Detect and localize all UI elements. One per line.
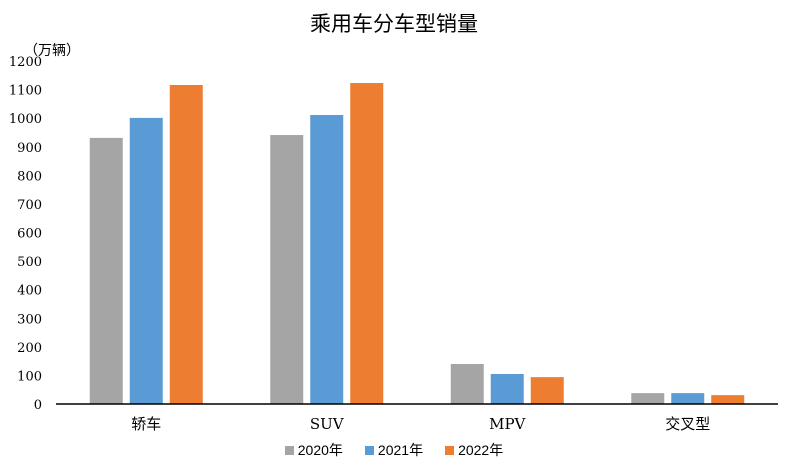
- legend-label: 2022年: [458, 442, 504, 458]
- bar-1-3: [450, 363, 484, 404]
- bar-3-4: [711, 395, 745, 404]
- x-tick-label: 交叉型: [665, 415, 710, 433]
- y-tick-label: 0: [34, 398, 42, 413]
- legend-label: 2021年: [377, 442, 424, 458]
- y-tick-label: 1200: [9, 55, 42, 70]
- y-tick-label: 700: [17, 198, 42, 213]
- x-tick-label: SUV: [310, 415, 345, 433]
- y-tick-label: 900: [17, 141, 42, 156]
- legend-item: 2021年: [364, 440, 424, 460]
- y-tick-label: 1100: [9, 84, 42, 99]
- bar-1-1: [89, 137, 123, 404]
- y-tick-label: 200: [17, 341, 42, 356]
- y-tick-label: 400: [17, 284, 42, 299]
- y-tick-label: 500: [17, 255, 42, 270]
- chart-title: 乘用车分车型销量: [310, 12, 478, 36]
- bar-2-4: [671, 393, 705, 404]
- legend-item: 2020年: [284, 440, 343, 460]
- bar-2-1: [129, 117, 163, 405]
- y-tick-label: 600: [17, 227, 42, 242]
- bar-2-3: [490, 373, 524, 404]
- x-tick-label: MPV: [489, 415, 526, 433]
- bar-1-4: [631, 393, 665, 404]
- bar-3-2: [350, 83, 384, 405]
- legend-label: 2020年: [297, 442, 343, 458]
- y-tick-label: 100: [17, 369, 42, 384]
- legend-swatch: [445, 445, 455, 455]
- bar-3-3: [530, 377, 564, 404]
- legend: 2020年 2021年 2022年: [0, 440, 788, 460]
- y-tick-label: 1000: [9, 112, 42, 127]
- bar-1-2: [270, 135, 304, 405]
- y-tick-label: 800: [17, 169, 42, 184]
- y-axis-label: （万辆）: [24, 43, 80, 59]
- bar-3-1: [169, 85, 203, 404]
- legend-swatch: [284, 445, 294, 455]
- bar-2-2: [310, 115, 344, 405]
- x-tick-label: 轿车: [131, 415, 161, 433]
- legend-item: 2022年: [445, 440, 503, 460]
- y-tick-label: 300: [17, 312, 42, 327]
- legend-swatch: [364, 445, 374, 455]
